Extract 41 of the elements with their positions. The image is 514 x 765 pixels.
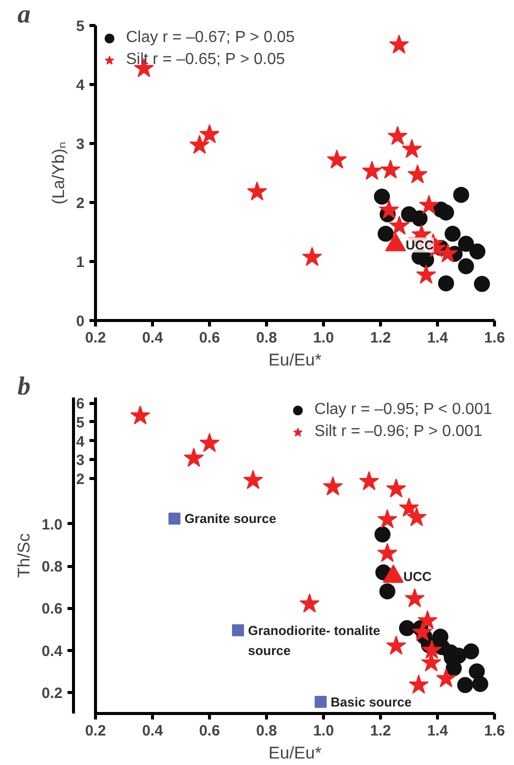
y-tick-label: 5 (76, 18, 84, 35)
annotation: UCC (403, 569, 432, 584)
x-tick-label: 1.0 (313, 330, 334, 346)
x-tick-label: 0.8 (256, 330, 277, 346)
legend-label: Clay r = –0.95; P < 0.001 (314, 401, 492, 419)
chart-title: a (18, 0, 30, 28)
x-tick-label: 0.4 (142, 330, 164, 346)
y-tick-label: 0 (76, 313, 84, 330)
x-tick-label: 1.6 (484, 722, 505, 740)
y-axis-title: (La/Yb)ₙ (49, 142, 68, 204)
legend-label: Silt r = –0.65; P > 0.05 (126, 51, 285, 69)
y-tick-label: 3 (76, 136, 84, 153)
y-tick-label: 0.6 (42, 600, 63, 618)
x-tick-label: 1.2 (370, 330, 391, 346)
x-tick-label: 1.4 (427, 330, 449, 346)
y-tick-label: 0.2 (42, 684, 63, 702)
annotation: Granodiorite- tonalite source (248, 622, 380, 658)
x-tick-label: 0.8 (256, 722, 277, 740)
legend-label: Silt r = –0.96; P > 0.001 (314, 423, 482, 441)
x-tick-label: 0.4 (142, 722, 164, 740)
x-tick-label: 1.2 (370, 722, 391, 740)
y-tick-label: 4 (76, 77, 86, 94)
y-tick-label: 2 (76, 195, 84, 212)
annotation: UCC (406, 237, 434, 252)
y-tick-label: 0.4 (42, 642, 64, 660)
legend-label: Clay r = –0.67; P > 0.05 (126, 29, 295, 47)
y-tick-label: 0.8 (42, 558, 63, 576)
x-tick-label: 1.4 (427, 722, 449, 740)
chart-title: b (18, 372, 30, 400)
x-tick-label: 0.6 (199, 722, 220, 740)
annotation: Basic source (330, 694, 412, 710)
y2-tick-label: 6 (76, 396, 84, 413)
x-tick-label: 0.6 (199, 330, 220, 346)
y-tick-label: 1.0 (42, 516, 63, 534)
x-axis-title: Eu/Eu* (268, 350, 322, 370)
y-tick-label: 1 (76, 254, 84, 271)
x-axis-title: Eu/Eu* (268, 744, 322, 762)
y-axis-title: Th/Sc (14, 532, 34, 578)
annotation: Granite source (184, 511, 276, 526)
x-tick-label: 1.0 (313, 722, 334, 740)
x-tick-label: 1.6 (484, 330, 505, 346)
